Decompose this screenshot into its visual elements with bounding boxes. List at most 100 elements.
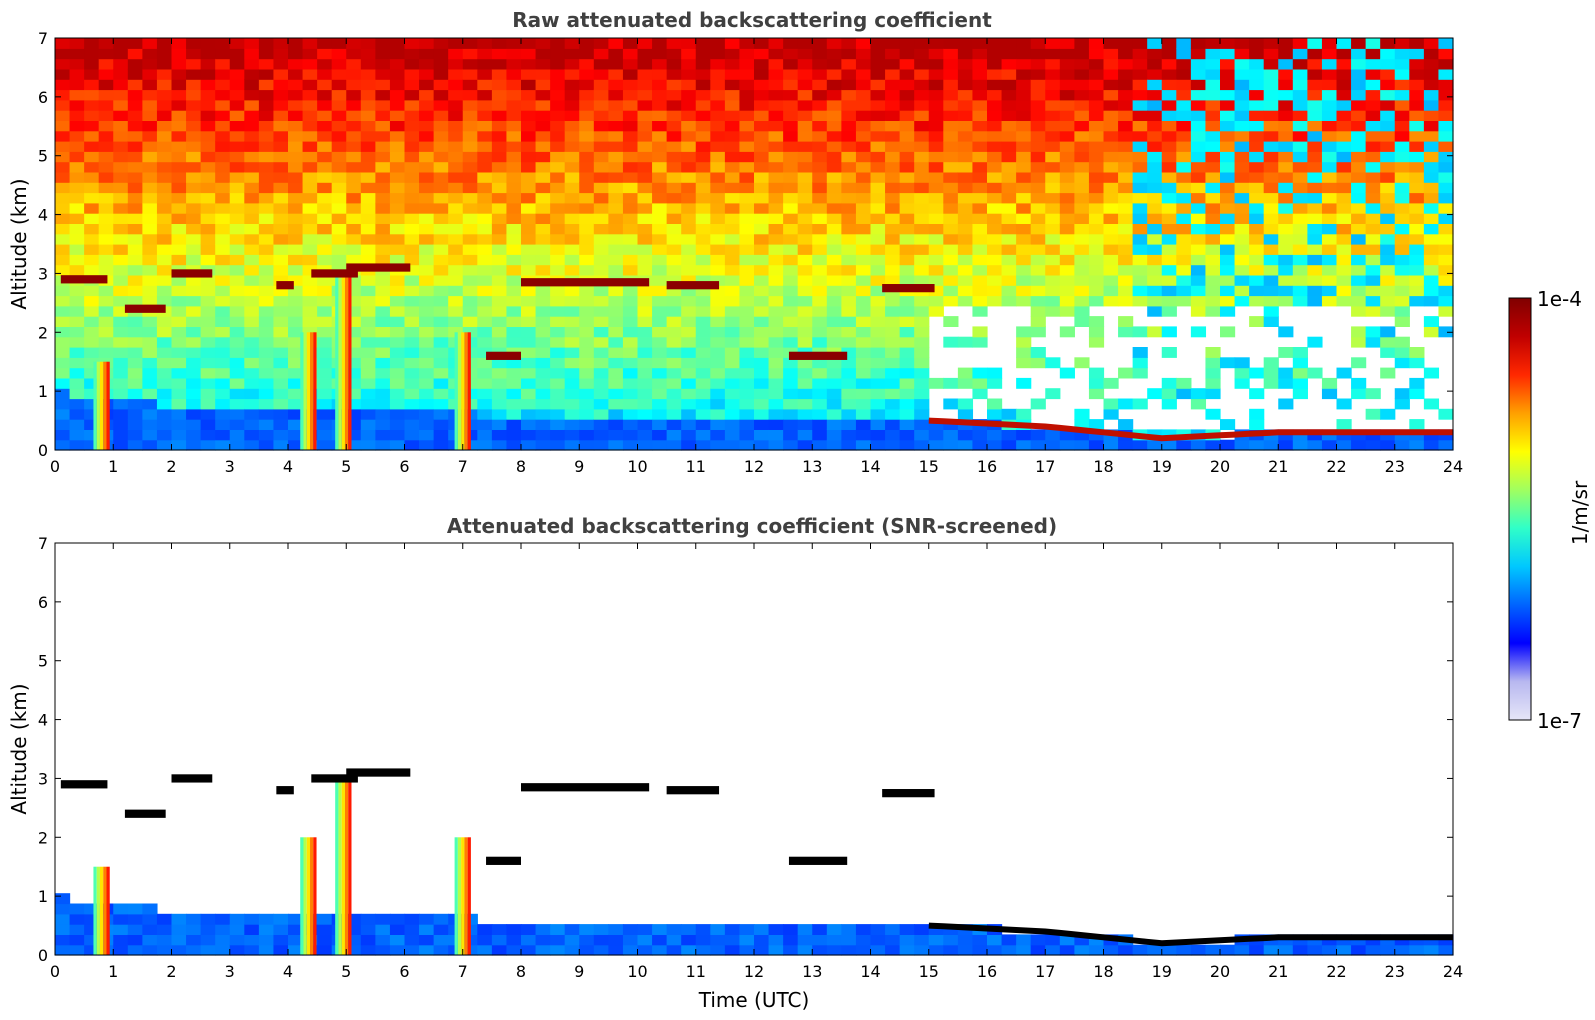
top-field-cell <box>579 171 595 183</box>
top-field-cell <box>972 305 988 317</box>
top-field-cell <box>1307 223 1323 235</box>
top-field-cell <box>1074 357 1090 369</box>
top-field-cell <box>564 244 580 255</box>
top-field-cell <box>200 274 216 286</box>
top-field-cell <box>1249 295 1265 307</box>
bottom-field-cell <box>593 944 609 956</box>
top-field-cell <box>1132 254 1148 266</box>
top-field-cell <box>69 295 85 307</box>
top-field-cell <box>127 89 143 101</box>
top-field-cell <box>870 89 886 101</box>
top-field-cell <box>1423 182 1440 194</box>
top-field-cell <box>899 38 915 49</box>
top-field-cell <box>695 388 711 400</box>
top-field-cell <box>724 79 741 91</box>
bottom-field-cell <box>783 924 799 935</box>
bottom-field-cell <box>521 934 537 946</box>
top-field-cell <box>812 38 828 49</box>
top-field-cell <box>1292 48 1308 60</box>
bottom-field-cell <box>652 934 668 946</box>
top-field-cell <box>739 171 755 183</box>
top-field-cell <box>244 89 260 101</box>
top-field-cell <box>564 161 580 173</box>
top-field-cell <box>375 130 391 142</box>
top-field-cell <box>1161 130 1177 142</box>
top-field-cell <box>419 388 435 400</box>
top-cloud-layer <box>882 284 935 293</box>
top-field-cell <box>171 244 187 255</box>
top-field-cell <box>535 285 551 297</box>
top-field-cell <box>812 151 828 163</box>
top-field-cell <box>1059 285 1075 297</box>
top-field-cell <box>1045 388 1061 400</box>
top-field-cell <box>156 244 173 255</box>
top-field-cell <box>1321 48 1338 60</box>
top-field-cell <box>593 38 609 49</box>
top-field-cell <box>899 274 915 286</box>
top-x-tick-label: 3 <box>225 457 235 476</box>
top-field-cell <box>855 48 872 60</box>
top-field-cell <box>593 68 609 80</box>
top-field-cell <box>113 305 129 317</box>
top-field-cell <box>1147 439 1163 451</box>
top-field-cell <box>535 295 551 307</box>
top-field-cell <box>69 38 85 49</box>
top-field-cell <box>346 285 362 297</box>
top-field-cell <box>419 254 435 266</box>
top-field-cell <box>521 202 537 214</box>
top-field-cell <box>1205 192 1221 204</box>
top-field-cell <box>1161 58 1177 70</box>
top-field-cell <box>521 367 537 379</box>
top-field-cell <box>710 151 726 163</box>
top-field-cell <box>652 305 668 317</box>
top-field-cell <box>84 141 100 152</box>
bottom-x-tick-label: 5 <box>341 962 351 981</box>
top-field-cell <box>550 110 566 121</box>
top-field-cell <box>1074 171 1090 183</box>
top-field-cell <box>681 326 697 338</box>
top-field-cell <box>841 79 857 91</box>
top-field-cell <box>1016 429 1032 441</box>
top-field-cell <box>1409 202 1425 214</box>
top-field-cell <box>768 357 784 369</box>
top-field-cell <box>724 48 741 60</box>
top-field-cell <box>273 388 289 400</box>
top-field-cell <box>622 233 639 245</box>
top-field-cell <box>84 326 100 338</box>
top-field-cell <box>302 120 318 132</box>
top-field-cell <box>914 274 930 286</box>
top-field-cell <box>841 110 857 121</box>
top-field-cell <box>1423 223 1440 235</box>
top-field-cell <box>783 429 799 441</box>
top-field-cell <box>1394 285 1410 297</box>
top-field-cell <box>477 439 493 451</box>
top-field-cell <box>258 357 275 369</box>
top-field-cell <box>477 377 493 389</box>
top-field-cell <box>433 408 449 420</box>
top-field-cell <box>186 213 202 224</box>
top-field-cell <box>695 367 711 379</box>
top-field-cell <box>419 367 435 379</box>
top-field-cell <box>724 151 741 163</box>
top-field-cell <box>1147 151 1163 163</box>
top-field-cell <box>1394 38 1410 49</box>
top-field-cell <box>768 151 784 163</box>
top-field-cell <box>1263 244 1279 255</box>
top-field-cell <box>797 295 813 307</box>
top-field-cell <box>579 213 595 224</box>
top-field-cell <box>84 151 100 163</box>
top-field-cell <box>564 336 580 348</box>
top-field-cell <box>521 151 537 163</box>
top-field-cell <box>681 305 697 317</box>
top-field-cell <box>69 429 85 441</box>
bottom-field-cell <box>360 913 376 925</box>
top-field-cell <box>972 285 988 297</box>
top-x-tick-label: 19 <box>1152 457 1172 476</box>
top-field-cell <box>885 326 901 338</box>
top-field-cell <box>899 68 915 80</box>
top-field-cell <box>608 223 624 235</box>
top-field-cell <box>652 408 668 420</box>
top-field-cell <box>593 285 609 297</box>
top-field-cell <box>186 305 202 317</box>
